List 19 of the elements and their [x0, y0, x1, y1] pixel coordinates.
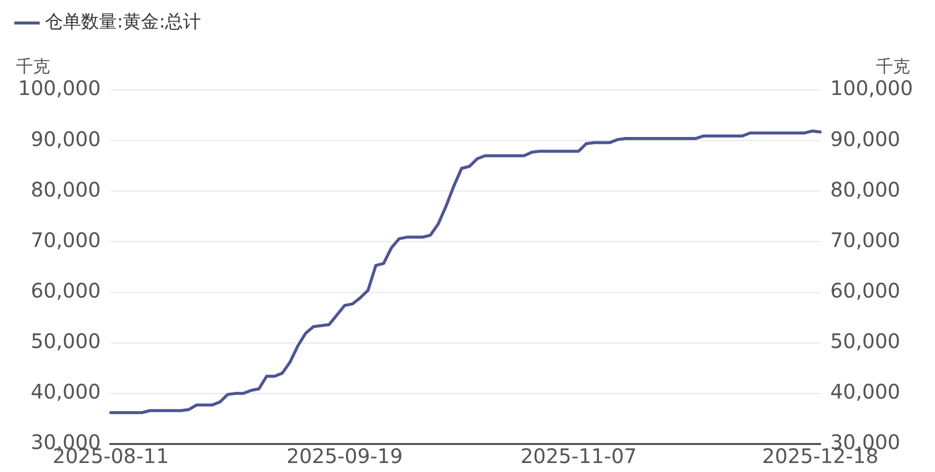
y2-tick-label: 100,000: [830, 76, 914, 100]
y2-tick-label: 50,000: [830, 329, 900, 354]
y-tick-label: 50,000: [30, 329, 101, 354]
legend-label: 仓单数量:黄金:总计: [45, 12, 202, 33]
y-tick-label: 60,000: [30, 278, 101, 302]
y-tick-label: 40,000: [30, 380, 101, 404]
y-axis-title: 千克: [16, 56, 50, 77]
y-tick-label: 70,000: [30, 228, 101, 252]
x-tick-label: 2025-11-07: [520, 444, 637, 468]
y2-tick-label: 80,000: [830, 177, 900, 202]
y2-axis-title: 千克: [876, 56, 910, 77]
y2-tick-label: 90,000: [830, 126, 900, 151]
y2-tick-label: 60,000: [830, 278, 900, 302]
y2-tick-label: 40,000: [830, 380, 900, 404]
x-tick-label: 2025-09-19: [286, 444, 403, 468]
y-tick-label: 100,000: [18, 76, 101, 100]
y-tick-label: 80,000: [30, 177, 101, 202]
y-tick-label: 90,000: [30, 126, 101, 151]
y2-tick-label: 70,000: [830, 228, 900, 252]
